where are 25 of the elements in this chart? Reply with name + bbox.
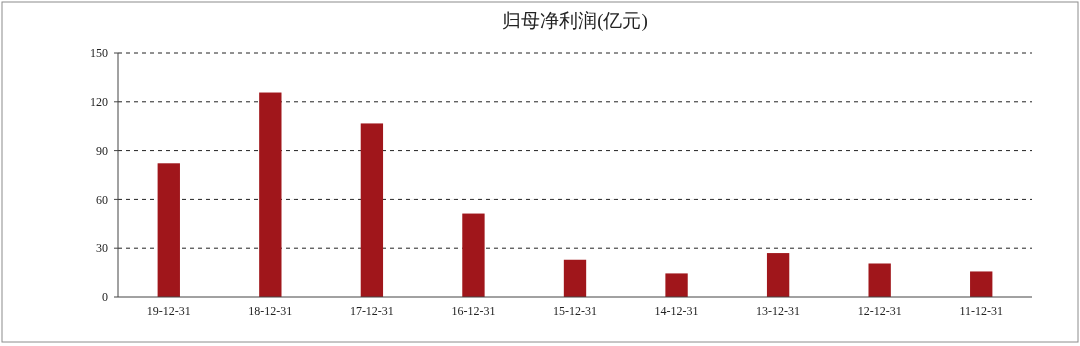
x-tick-label: 19-12-31 [146,304,191,318]
x-tick-label: 12-12-31 [857,304,902,318]
y-tick-label: 30 [96,241,108,256]
bar [563,259,587,297]
bar [259,92,282,297]
bar [868,263,891,297]
x-tick-label: 17-12-31 [349,304,394,318]
x-tick-label: 15-12-31 [553,304,597,318]
x-tick-label: 14-12-31 [654,304,699,318]
y-tick-label: 120 [90,95,108,109]
y-tick-label: 150 [90,46,108,61]
y-tick-label: 0 [102,290,108,305]
chart-title: 归母净利润(亿元) [502,10,648,32]
bar [462,213,485,297]
bar [665,273,688,297]
x-tick-label: 16-12-31 [451,304,496,318]
x-tick-label: 13-12-31 [756,304,801,318]
y-tick-label: 90 [96,143,108,158]
y-tick-label: 60 [96,192,108,207]
bar [157,163,180,297]
x-tick-label: 18-12-31 [248,304,293,318]
bar [970,271,993,297]
x-tick-label: 11-12-31 [959,304,1003,318]
bar [360,123,384,297]
bar [766,253,790,297]
